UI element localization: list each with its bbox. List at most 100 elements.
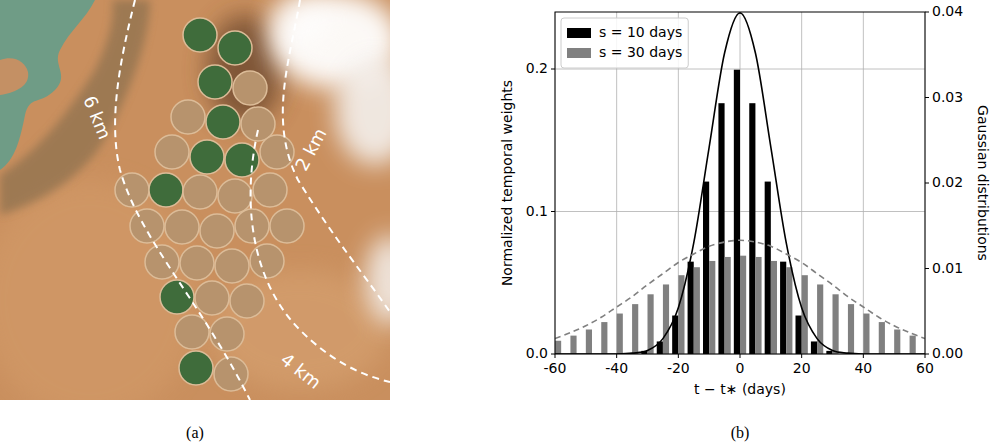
- satellite-image: [0, 0, 390, 400]
- bar: [771, 261, 777, 354]
- legend-swatch: [567, 48, 591, 58]
- bar: [833, 294, 839, 354]
- bar: [765, 182, 771, 354]
- bar: [811, 341, 817, 354]
- tick-label: 0.1: [526, 203, 548, 219]
- legend-box: [561, 18, 688, 68]
- field: [198, 65, 232, 99]
- data-marks: [555, 13, 925, 354]
- bar: [688, 262, 694, 354]
- tick: [555, 354, 556, 358]
- bar: [709, 261, 715, 354]
- bar: [755, 257, 761, 354]
- cloud: [270, 0, 330, 45]
- bar: [663, 284, 669, 354]
- tick: [551, 69, 555, 70]
- grid-line: [555, 69, 925, 70]
- field: [250, 244, 284, 278]
- bar: [703, 182, 709, 354]
- tick-label: 0.04: [932, 3, 963, 19]
- chart: -60-40-2002040600.00.10.20.000.010.020.0…: [499, 3, 991, 397]
- bar: [648, 294, 654, 354]
- shore-vegetation: [0, 0, 150, 215]
- field: [165, 210, 199, 244]
- cloud: [365, 235, 390, 325]
- field: [233, 71, 267, 105]
- field: [175, 315, 209, 349]
- bar: [617, 314, 623, 354]
- tick-label: 0: [736, 360, 745, 376]
- tick: [551, 354, 555, 355]
- tick-label: -40: [605, 360, 628, 376]
- legend: s = 10 days s = 30 days: [561, 18, 688, 68]
- field: [253, 173, 287, 207]
- bar: [796, 316, 802, 354]
- bar: [555, 341, 561, 354]
- field: [183, 18, 217, 52]
- bar: [894, 329, 900, 354]
- gaussian-curve: [555, 240, 925, 338]
- tick: [925, 354, 929, 355]
- tick: [925, 183, 929, 184]
- bar: [863, 314, 869, 354]
- tick-label: 0.03: [932, 89, 963, 105]
- field: [215, 249, 249, 283]
- tick-label: 20: [793, 360, 811, 376]
- tick: [863, 354, 864, 358]
- tick-label: 0.02: [932, 174, 963, 190]
- tick: [925, 12, 929, 13]
- lake: [0, 0, 95, 170]
- field: [260, 135, 294, 169]
- contour-label: 2 km: [291, 124, 331, 174]
- panel-label: (b): [731, 424, 750, 442]
- bar: [786, 267, 792, 354]
- bar: [740, 256, 746, 354]
- tick: [801, 354, 802, 358]
- field: [130, 209, 164, 243]
- field: [190, 140, 224, 174]
- tick: [678, 354, 679, 358]
- tick-label: 60: [916, 360, 934, 376]
- bar: [586, 329, 592, 354]
- field: [230, 284, 264, 318]
- tick-label: 40: [854, 360, 872, 376]
- plot-frame: [555, 12, 925, 354]
- tick-label: 0.01: [932, 260, 963, 276]
- tick-label: 0.00: [932, 345, 963, 361]
- bar: [879, 322, 885, 354]
- grid-line: [863, 12, 864, 354]
- bar: [725, 257, 731, 354]
- field: [270, 209, 304, 243]
- field: [206, 105, 240, 139]
- field: [180, 246, 214, 280]
- tick-label: -20: [667, 360, 690, 376]
- legend-label: s = 30 days: [599, 44, 682, 60]
- bar: [601, 322, 607, 354]
- bar: [734, 70, 740, 354]
- tick: [925, 354, 926, 358]
- field: [218, 179, 252, 213]
- field: [149, 173, 183, 207]
- bar: [632, 304, 638, 354]
- field: [210, 317, 244, 351]
- distance-contour: [283, 0, 390, 312]
- figure: 6 km2 km4 km(a)-60-40-2002040600.00.10.2…: [0, 0, 994, 448]
- island: [0, 58, 28, 95]
- field: [179, 351, 213, 385]
- distance-contour: [115, 0, 250, 400]
- contour-label: 6 km: [79, 93, 115, 143]
- sand-tone: [0, 180, 200, 400]
- tick: [616, 354, 617, 358]
- gaussian-curve: [555, 13, 925, 354]
- bar: [749, 103, 755, 354]
- tick-label: 0.0: [526, 345, 548, 361]
- tick-label: 0.2: [526, 60, 548, 76]
- legend-swatch: [567, 28, 591, 38]
- bar: [848, 304, 854, 354]
- axis-title: t − t∗ (days): [694, 381, 786, 397]
- legend-label: s = 10 days: [599, 24, 682, 40]
- axis-title: Gaussian distributions: [975, 105, 991, 261]
- bar: [718, 103, 724, 354]
- field: [218, 31, 252, 65]
- tick: [925, 268, 929, 269]
